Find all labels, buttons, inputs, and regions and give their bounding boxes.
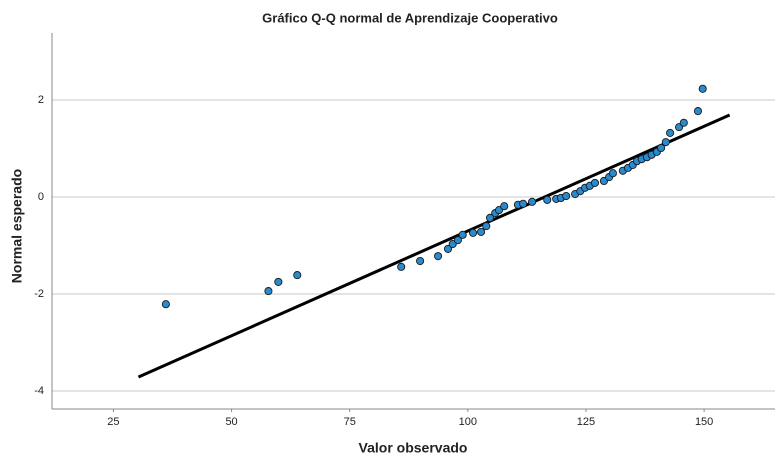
point: [666, 128, 675, 137]
point: [486, 213, 495, 222]
reference-line: [137, 113, 731, 379]
x-tick-label: 100: [459, 416, 477, 428]
point: [468, 228, 478, 237]
point: [543, 195, 552, 204]
point: [698, 84, 707, 93]
point: [293, 271, 302, 280]
point: [693, 107, 703, 116]
chart-title: Gráfico Q-Q normal de Aprendizaje Cooper…: [262, 10, 558, 25]
point: [661, 138, 670, 147]
point: [161, 300, 170, 309]
point: [416, 256, 425, 266]
y-tick-label: 2: [38, 94, 44, 106]
point: [528, 197, 537, 206]
point: [590, 178, 600, 187]
x-tick-label: 25: [107, 416, 119, 428]
y-axis-label: Normal esperado: [9, 169, 25, 283]
point: [274, 277, 283, 286]
point: [679, 118, 688, 127]
x-tick-label: 125: [577, 416, 595, 428]
y-tick-label: 0: [38, 191, 44, 203]
x-axis-label: Valor observado: [359, 440, 468, 456]
point: [434, 252, 443, 261]
y-tick-label: -2: [34, 288, 44, 300]
point: [477, 227, 486, 236]
point: [657, 143, 666, 153]
point: [500, 202, 509, 211]
point: [562, 191, 571, 201]
point: [519, 199, 528, 208]
y-tick-label: -4: [34, 385, 44, 397]
point: [397, 262, 406, 271]
point: [264, 287, 273, 296]
point: [482, 222, 491, 231]
x-tick-label: 75: [344, 416, 356, 428]
x-tick-label: 50: [225, 416, 237, 428]
point: [458, 230, 467, 239]
point: [608, 169, 617, 178]
point: [453, 236, 462, 245]
point: [443, 244, 453, 253]
x-tick-label: 150: [695, 416, 713, 428]
